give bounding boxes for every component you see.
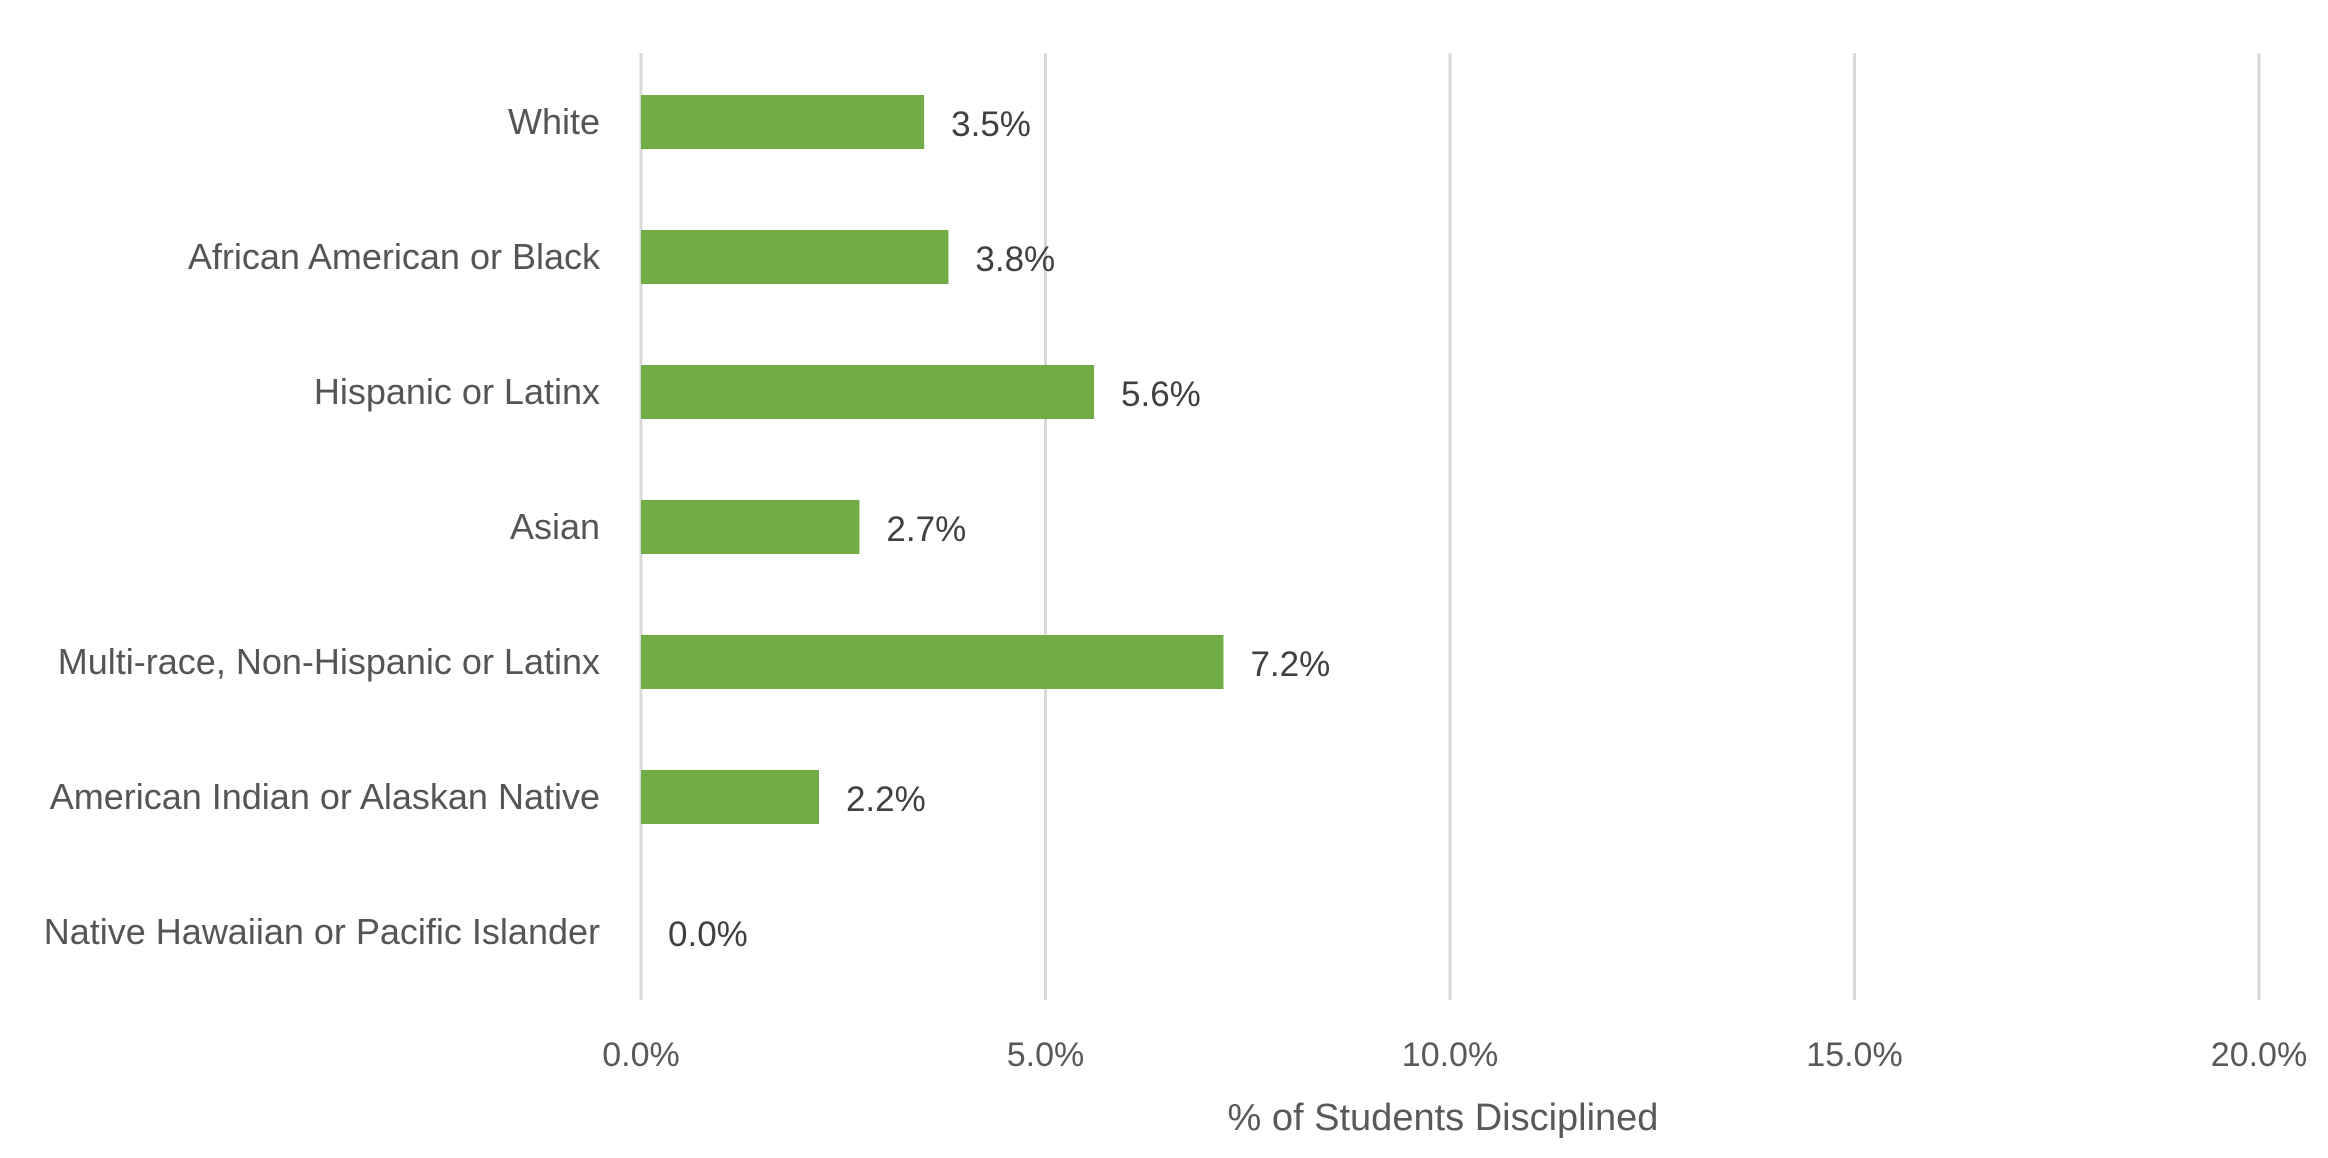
data-label: 5.6% — [1121, 375, 1201, 414]
category-label: American Indian or Alaskan Native — [50, 776, 600, 817]
x-tick-label: 0.0% — [602, 1036, 680, 1074]
data-label: 2.7% — [886, 510, 966, 549]
data-label: 3.5% — [951, 105, 1031, 144]
bar — [641, 770, 819, 824]
data-label: 0.0% — [668, 915, 748, 954]
data-label: 7.2% — [1250, 645, 1330, 684]
data-label: 2.2% — [846, 780, 926, 819]
bar — [641, 230, 949, 284]
x-axis-title: % of Students Disciplined — [1228, 1097, 1659, 1139]
x-tick-label: 20.0% — [2211, 1036, 2307, 1074]
x-tick-label: 15.0% — [1806, 1036, 1902, 1074]
category-label: Hispanic or Latinx — [314, 371, 600, 412]
category-label: African American or Black — [188, 236, 601, 277]
data-label: 3.8% — [975, 240, 1055, 279]
category-labels: White African American or Black Hispanic o… — [44, 101, 601, 952]
x-axis-tick-labels: 0.0% 5.0% 10.0% 15.0% 20.0% — [602, 1036, 2307, 1074]
bar — [641, 365, 1095, 419]
x-tick-label: 10.0% — [1402, 1036, 1498, 1074]
category-label: White — [508, 101, 600, 142]
bars — [641, 95, 1224, 824]
category-label: Multi-race, Non-Hispanic or Latinx — [58, 641, 600, 682]
bar — [641, 635, 1224, 689]
category-label: Native Hawaiian or Pacific Islander — [44, 911, 600, 952]
category-label: Asian — [510, 506, 600, 547]
bar — [641, 500, 860, 554]
bar — [641, 95, 925, 149]
gridlines — [639, 53, 2261, 1000]
data-labels: 3.5% 3.8% 5.6% 2.7% 7.2% 2.2% 0.0% — [668, 105, 1330, 954]
x-tick-label: 5.0% — [1007, 1036, 1085, 1074]
